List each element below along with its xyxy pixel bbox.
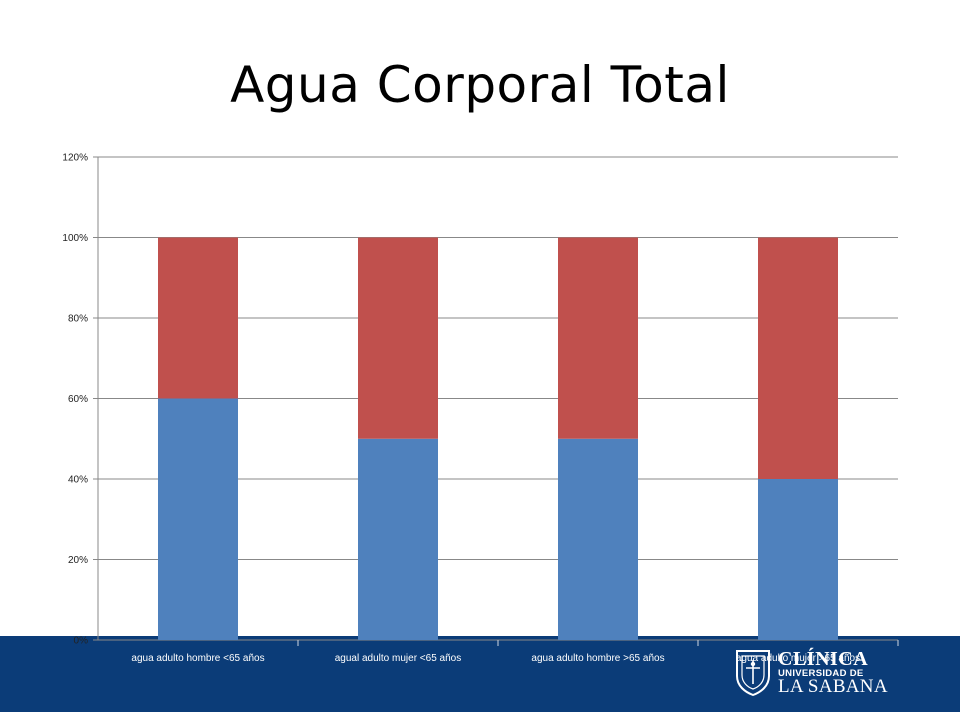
- logo-line-1: CLÍNICA: [778, 648, 869, 670]
- bar-segment: [758, 237, 838, 479]
- y-tick-label: 40%: [68, 475, 88, 486]
- bar-segment: [158, 237, 238, 399]
- x-tick-label: agua adulto hombre >65 años: [531, 653, 664, 664]
- bar-segment: [558, 438, 638, 640]
- x-tick-label: agua adulto mujer >65 años: [736, 653, 860, 664]
- slide-title: Agua Corporal Total: [230, 56, 730, 114]
- x-tick-label: agual adulto mujer <65 años: [335, 653, 461, 664]
- bar-segment: [358, 237, 438, 439]
- university-crest-icon: [736, 650, 770, 696]
- footer-band: [0, 636, 960, 712]
- bar-segment: [758, 479, 838, 640]
- y-tick-label: 0%: [74, 636, 89, 647]
- y-tick-label: 80%: [68, 314, 88, 325]
- y-tick-label: 100%: [62, 233, 88, 244]
- y-tick-label: 60%: [68, 394, 88, 405]
- y-tick-label: 120%: [62, 153, 88, 164]
- logo-line-2: UNIVERSIDAD DE: [778, 668, 864, 679]
- logo-line-3: LA SABANA: [778, 676, 888, 697]
- bar-segment: [558, 237, 638, 439]
- y-tick-label: 20%: [68, 555, 88, 566]
- clinic-logo: CLÍNICA UNIVERSIDAD DE LA SABANA: [732, 646, 902, 702]
- bar-segment: [158, 398, 238, 640]
- x-tick-label: agua adulto hombre <65 años: [131, 653, 264, 664]
- bar-segment: [358, 438, 438, 640]
